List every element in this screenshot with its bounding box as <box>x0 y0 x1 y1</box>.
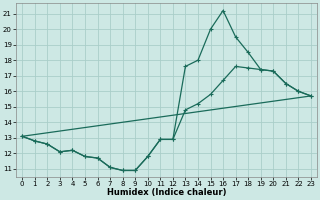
X-axis label: Humidex (Indice chaleur): Humidex (Indice chaleur) <box>107 188 226 197</box>
